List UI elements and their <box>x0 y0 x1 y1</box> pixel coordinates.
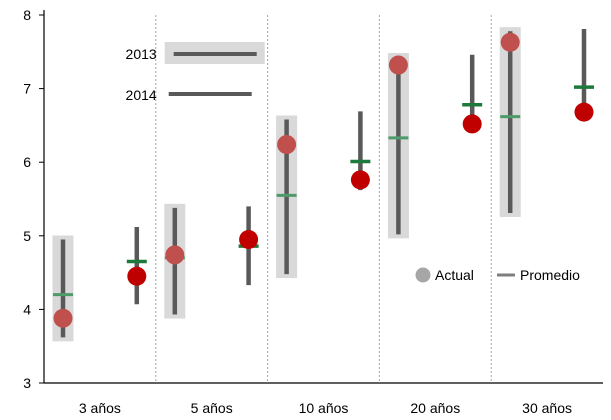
year-label-2013: 2013 <box>126 46 157 62</box>
legend: Actual Promedio <box>415 267 580 283</box>
actual-point-2013 <box>277 135 297 155</box>
actual-point-2014 <box>127 266 147 286</box>
legend-actual-label: Actual <box>435 267 474 283</box>
year-label-group: 2013 2014 <box>126 42 265 103</box>
actual-point-2014 <box>462 114 482 134</box>
y-tick-label: 5 <box>23 228 31 244</box>
actual-point-2013 <box>500 32 520 52</box>
x-tick-label: 20 años <box>410 400 460 416</box>
x-tick-label: 30 años <box>522 400 572 416</box>
legend-actual-marker <box>415 267 431 283</box>
y-tick-label: 8 <box>23 7 31 23</box>
y-tick-label: 6 <box>23 154 31 170</box>
x-tick-label: 3 años <box>79 400 121 416</box>
actual-point-2014 <box>350 170 370 190</box>
actual-point-2013 <box>165 245 185 265</box>
plot-area: 3 4 5 6 7 8 3 años 5 años 10 años 20 años 30 años <box>23 7 603 416</box>
actual-point-2013 <box>53 308 73 328</box>
year-label-2014: 2014 <box>126 87 157 103</box>
actual-point-2014 <box>574 102 594 122</box>
x-tick-label: 5 años <box>191 400 233 416</box>
y-tick-label: 4 <box>23 301 31 317</box>
actual-point-2013 <box>388 55 408 75</box>
y-tick-label: 3 <box>23 375 31 391</box>
legend-average-label: Promedio <box>520 267 580 283</box>
y-tick-label: 7 <box>23 81 31 97</box>
actual-point-2014 <box>239 229 259 249</box>
x-tick-label: 10 años <box>299 400 349 416</box>
